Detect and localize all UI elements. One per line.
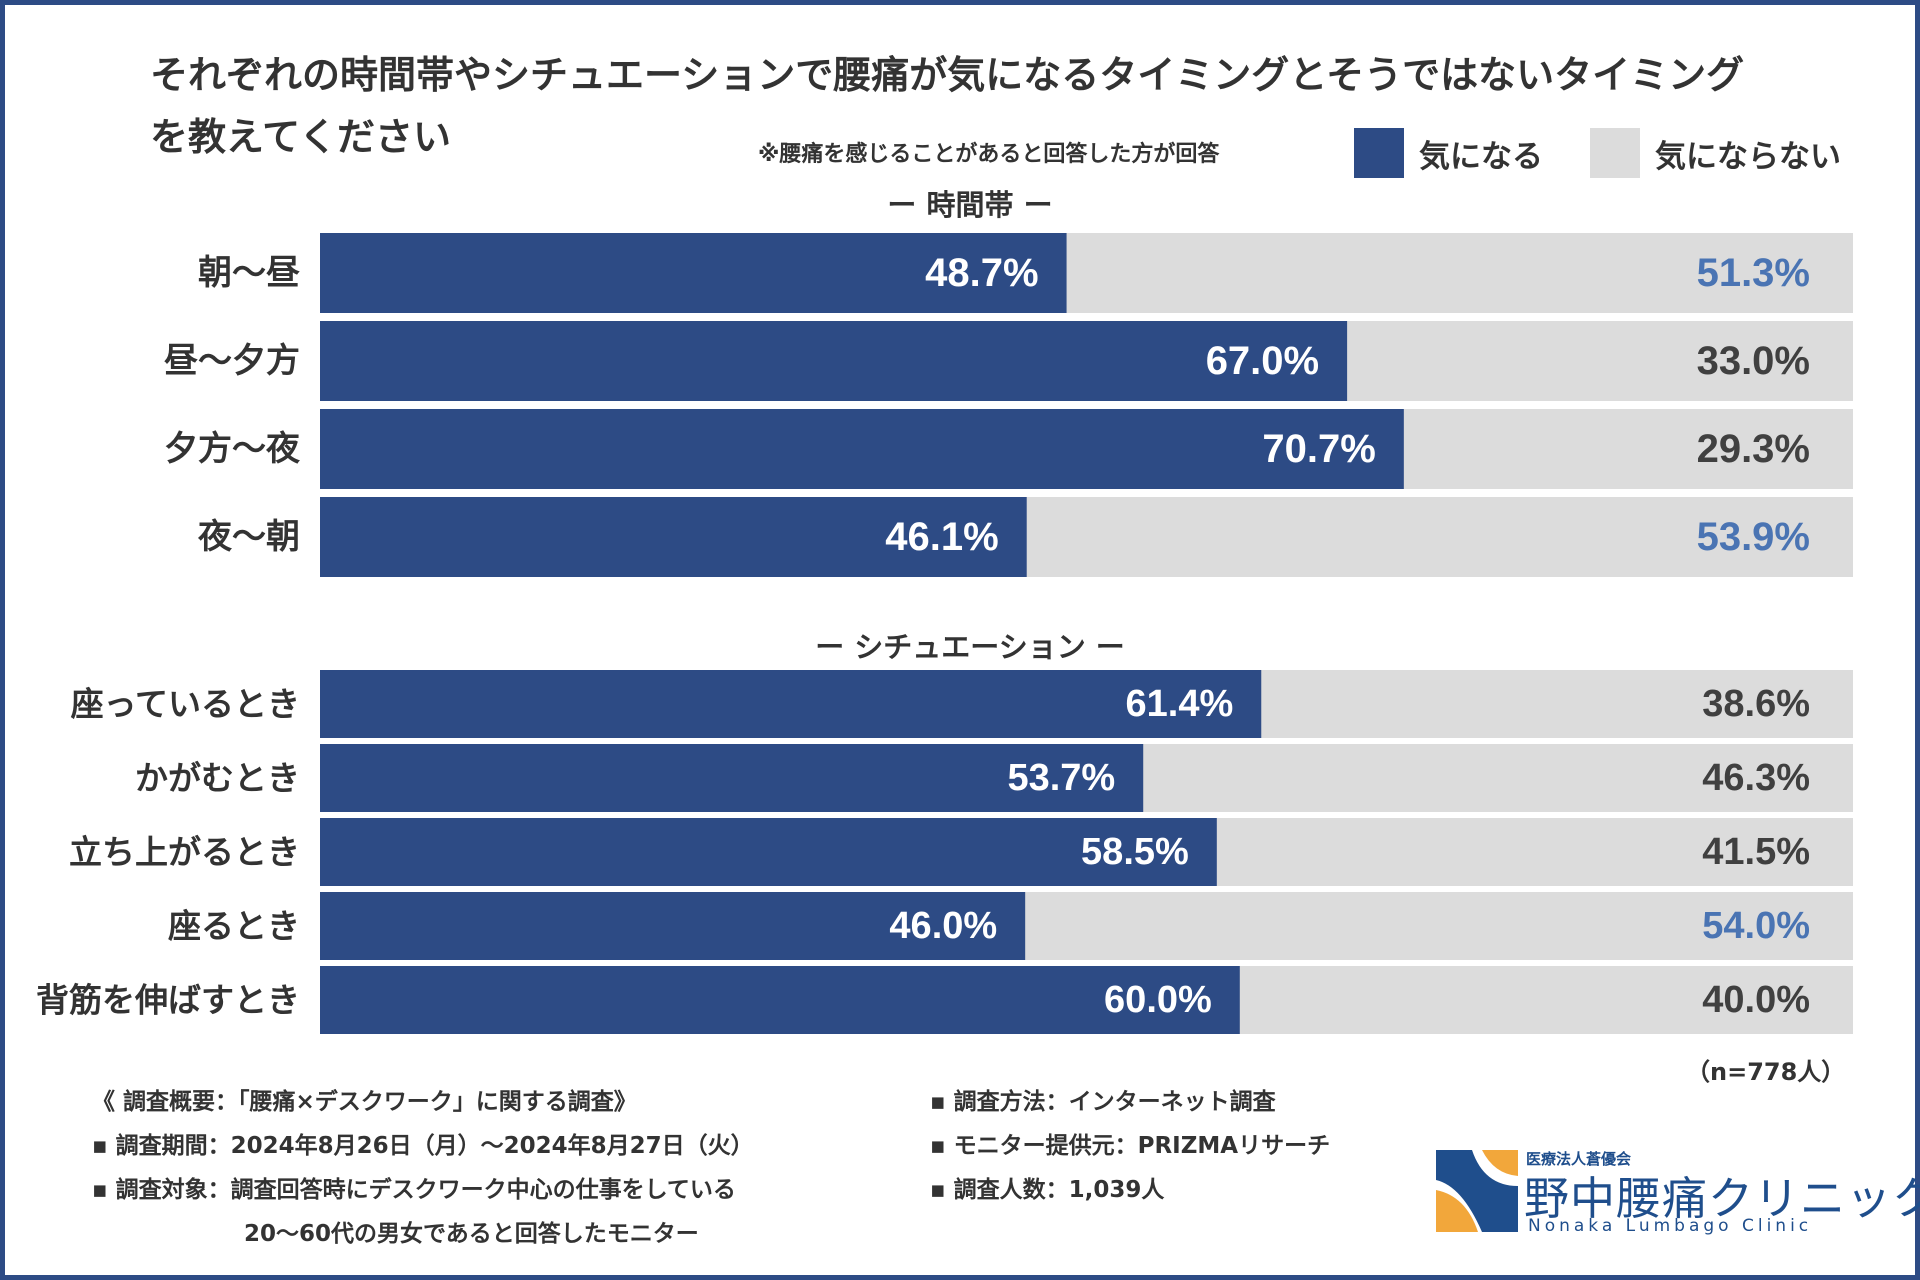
section-label-time: ー 時間帯 ー <box>887 188 1053 222</box>
legend-item-concerned: 気になる <box>1354 128 1543 178</box>
footer-method: ▪ 調査方法：インターネット調査 <box>930 1089 1276 1115</box>
bar-concerned <box>320 409 1404 489</box>
category-label: 昼〜夕方 <box>164 341 300 381</box>
value-label-not-concerned: 40.0% <box>1702 979 1810 1021</box>
footer-survey-details: ▪ 調査方法：インターネット調査 ▪ モニター提供元：PRIZMAリサーチ ▪ … <box>930 1080 1330 1212</box>
sample-size-note: （n=778人） <box>1686 1058 1846 1086</box>
category-label: 背筋を伸ばすとき <box>36 981 300 1020</box>
bar-concerned <box>320 818 1217 886</box>
legend-item-not-concerned: 気にならない <box>1590 128 1841 178</box>
value-label-concerned: 61.4% <box>1126 683 1234 725</box>
value-label-not-concerned: 33.0% <box>1697 339 1810 383</box>
footer-survey-overview: 《 調査概要：「腰痛×デスクワーク」に関する調査》 ▪ 調査期間：2024年8月… <box>92 1080 754 1256</box>
footer-period: ▪ 調査期間：2024年8月26日（月）〜2024年8月27日（火） <box>92 1133 754 1159</box>
value-label-concerned: 48.7% <box>925 251 1038 295</box>
category-label: 立ち上がるとき <box>69 833 300 872</box>
category-label: 座るとき <box>168 907 300 946</box>
value-label-concerned: 46.1% <box>885 515 998 559</box>
category-label: 座っているとき <box>71 685 300 724</box>
category-label: かがむとき <box>135 759 300 798</box>
bar-concerned <box>320 670 1262 738</box>
value-label-not-concerned: 46.3% <box>1702 757 1810 799</box>
footer-overview-title: 《 調査概要：「腰痛×デスクワーク」に関する調査》 <box>92 1089 637 1115</box>
footer-provider: ▪ モニター提供元：PRIZMAリサーチ <box>930 1133 1331 1159</box>
bar-concerned <box>320 497 1027 577</box>
value-label-concerned: 58.5% <box>1081 831 1189 873</box>
clinic-logo: 医療法人蒼優会 野中腰痛クリニック Nonaka Lumbago Clinic <box>1432 1146 1920 1236</box>
value-label-concerned: 53.7% <box>1007 757 1115 799</box>
bar-concerned <box>320 892 1026 960</box>
category-label: 夕方〜夜 <box>164 429 301 469</box>
value-label-concerned: 67.0% <box>1206 339 1319 383</box>
respondent-note: ※腰痛を感じることがあると回答した方が回答 <box>758 142 1220 167</box>
value-label-concerned: 46.0% <box>889 905 997 947</box>
category-label: 夜〜朝 <box>197 517 300 557</box>
bar-concerned <box>320 233 1067 313</box>
bar-concerned <box>320 744 1144 812</box>
value-label-not-concerned: 54.0% <box>1702 905 1810 947</box>
footer-count: ▪ 調査人数：1,039人 <box>930 1177 1165 1203</box>
clinic-logo-corporation: 医療法人蒼優会 <box>1526 1150 1632 1168</box>
value-label-not-concerned: 41.5% <box>1702 831 1810 873</box>
clinic-logo-mark-icon <box>1436 1150 1518 1232</box>
value-label-not-concerned: 29.3% <box>1697 427 1810 471</box>
footer-target-continued: 20〜60代の男女であると回答したモニター <box>244 1221 699 1247</box>
section-label-situation: ー シチュエーション ー <box>815 630 1125 664</box>
legend-swatch-not-concerned <box>1590 128 1640 178</box>
value-label-concerned: 70.7% <box>1262 427 1375 471</box>
chart-title: それぞれの時間帯やシチュエーションで腰痛が気になるタイミングとそうではないタイミ… <box>150 53 1745 159</box>
legend-label-concerned: 気になる <box>1419 138 1543 175</box>
value-label-not-concerned: 53.9% <box>1697 515 1810 559</box>
clinic-logo-english: Nonaka Lumbago Clinic <box>1528 1216 1813 1236</box>
bar-concerned <box>320 321 1348 401</box>
value-label-concerned: 60.0% <box>1104 979 1212 1021</box>
bar-concerned <box>320 966 1240 1034</box>
value-label-not-concerned: 38.6% <box>1702 683 1810 725</box>
clinic-logo-name: 野中腰痛クリニック <box>1524 1172 1920 1225</box>
legend-swatch-concerned <box>1354 128 1404 178</box>
legend-label-not-concerned: 気にならない <box>1655 138 1841 175</box>
footer-target: ▪ 調査対象：調査回答時にデスクワーク中心の仕事をしている <box>92 1177 736 1203</box>
value-label-not-concerned: 51.3% <box>1697 251 1810 295</box>
category-label: 朝〜昼 <box>198 253 300 293</box>
